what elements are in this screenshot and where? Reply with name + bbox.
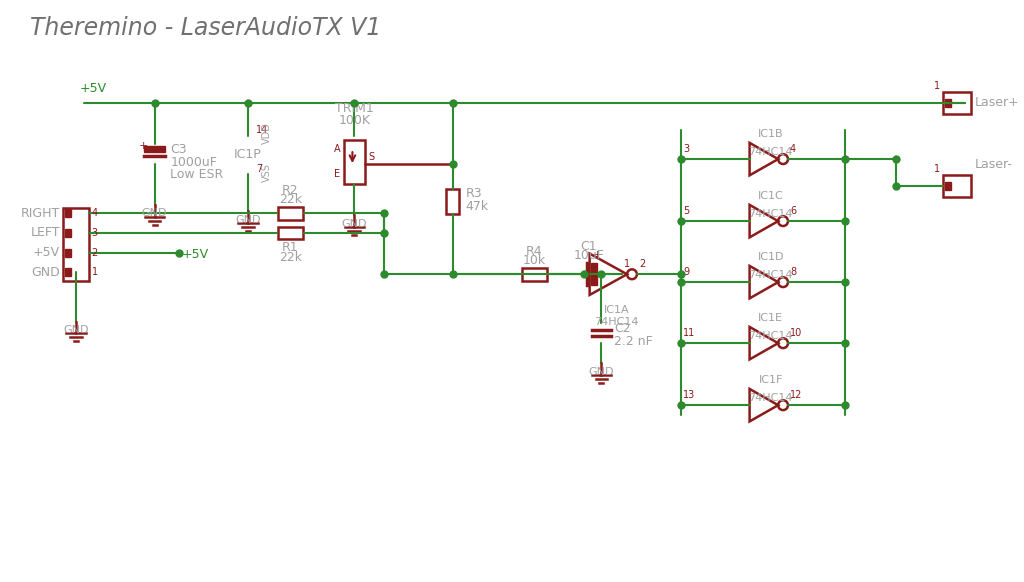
Text: 74HC14: 74HC14 (749, 147, 793, 157)
Text: 1: 1 (91, 267, 97, 277)
Text: 12: 12 (790, 391, 803, 400)
Bar (63, 208, 89, 281)
Text: Low ESR: Low ESR (170, 168, 223, 182)
Text: 74HC14: 74HC14 (749, 270, 793, 280)
Text: C3: C3 (170, 143, 187, 156)
Text: C1: C1 (581, 240, 597, 253)
Text: 7: 7 (256, 164, 262, 174)
Text: R2: R2 (282, 183, 299, 197)
Text: IC1E: IC1E (758, 313, 783, 323)
Bar (521, 268, 547, 281)
Text: R4: R4 (526, 244, 543, 257)
Text: 1000uF: 1000uF (170, 155, 217, 169)
Text: GND: GND (342, 219, 368, 229)
Text: IC1P: IC1P (234, 148, 262, 161)
Bar (943, 175, 971, 197)
Text: 3: 3 (91, 228, 97, 238)
Text: VDD: VDD (262, 123, 271, 144)
Text: Laser+: Laser+ (975, 97, 1019, 109)
Text: R1: R1 (282, 241, 299, 254)
Text: +: + (139, 141, 148, 151)
Text: 10k: 10k (523, 254, 546, 267)
Text: 2.2 nF: 2.2 nF (614, 335, 653, 347)
Text: 1: 1 (934, 164, 940, 174)
Text: IC1B: IC1B (758, 129, 783, 139)
Text: 2: 2 (91, 247, 98, 258)
Text: 74HC14: 74HC14 (594, 317, 638, 327)
Bar (278, 207, 303, 219)
Text: E: E (335, 169, 341, 179)
Text: R3: R3 (466, 187, 482, 200)
Text: GND: GND (589, 367, 614, 377)
Text: S: S (369, 152, 375, 162)
Polygon shape (65, 210, 71, 217)
Polygon shape (143, 146, 165, 152)
Text: GND: GND (141, 208, 167, 218)
Text: +5V: +5V (182, 248, 209, 261)
Text: 1: 1 (624, 260, 630, 269)
Text: TRIM1: TRIM1 (335, 102, 374, 115)
Text: 4: 4 (790, 144, 796, 154)
Text: RIGHT: RIGHT (20, 207, 60, 220)
Text: IC1F: IC1F (759, 375, 783, 385)
Text: GND: GND (236, 215, 261, 225)
Text: 8: 8 (790, 267, 796, 277)
Text: 10uF: 10uF (573, 250, 604, 262)
Bar (278, 226, 303, 239)
Polygon shape (65, 268, 71, 276)
Bar (343, 140, 366, 184)
Text: Laser-: Laser- (975, 158, 1013, 171)
Text: +5V: +5V (80, 82, 106, 95)
Text: GND: GND (32, 266, 60, 279)
Text: +5V: +5V (33, 246, 60, 259)
Text: 2: 2 (639, 260, 645, 269)
Bar (943, 92, 971, 114)
Polygon shape (945, 99, 951, 107)
Text: IC1A: IC1A (603, 305, 629, 315)
Text: 3: 3 (683, 144, 689, 154)
Text: 14: 14 (256, 125, 268, 134)
Text: 11: 11 (683, 328, 695, 338)
Text: 1: 1 (934, 81, 940, 91)
Text: A: A (334, 144, 341, 154)
Text: Theremino - LaserAudioTX V1: Theremino - LaserAudioTX V1 (30, 16, 381, 40)
Text: 6: 6 (790, 206, 796, 216)
Text: 10: 10 (790, 328, 802, 338)
Text: C2: C2 (614, 322, 631, 335)
Text: IC1D: IC1D (758, 252, 784, 262)
Text: GND: GND (63, 325, 88, 335)
Polygon shape (65, 229, 71, 237)
Text: 22k: 22k (279, 193, 302, 207)
Text: 4: 4 (91, 208, 97, 218)
Text: 5: 5 (683, 206, 689, 216)
Text: 47k: 47k (466, 200, 488, 213)
Polygon shape (65, 249, 71, 257)
Text: 74HC14: 74HC14 (749, 209, 793, 219)
Polygon shape (945, 182, 951, 190)
Polygon shape (591, 264, 597, 285)
Text: 22k: 22k (279, 251, 302, 264)
Text: VSS: VSS (262, 164, 271, 182)
Text: 13: 13 (683, 391, 695, 400)
Text: 9: 9 (683, 267, 689, 277)
Text: IC1C: IC1C (758, 191, 783, 201)
Text: 74HC14: 74HC14 (749, 331, 793, 341)
Text: +: + (593, 250, 602, 261)
Bar (446, 189, 459, 214)
Text: LEFT: LEFT (31, 226, 60, 239)
Text: 100K: 100K (338, 114, 371, 127)
Text: 74HC14: 74HC14 (749, 393, 793, 403)
